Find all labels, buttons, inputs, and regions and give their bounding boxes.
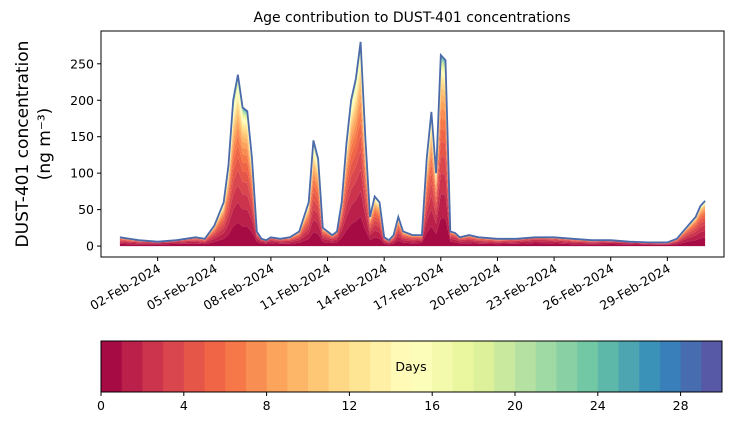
colorbar: Days 0 4 8 12 16 20 24 28 xyxy=(97,340,723,413)
colorbar-bin xyxy=(245,341,267,392)
colorbar-label: Days xyxy=(395,359,426,374)
age-bin-area xyxy=(119,191,706,245)
y-axis-label-line2: (ng m⁻³) xyxy=(35,108,55,181)
colorbar-bin xyxy=(701,341,723,392)
colorbar-bins xyxy=(101,341,723,392)
age-bin-area xyxy=(119,169,706,245)
colorbar-tick-label: 28 xyxy=(673,398,689,413)
age-bin-area xyxy=(119,43,706,243)
age-bin-area xyxy=(119,44,706,243)
age-bin-area xyxy=(119,45,706,243)
colorbar-bin xyxy=(577,341,599,392)
age-bin-area xyxy=(119,49,706,243)
age-bin-area xyxy=(119,52,706,243)
colorbar-ticks: 0 4 8 12 16 20 24 28 xyxy=(97,392,689,413)
colorbar-tick-label: 24 xyxy=(590,398,606,413)
age-bin-area xyxy=(119,121,706,244)
age-bin-area xyxy=(119,57,706,243)
age-bin-area xyxy=(119,83,706,243)
age-bin-area xyxy=(119,72,706,243)
colorbar-tick-label: 8 xyxy=(263,398,271,413)
age-bin-area xyxy=(119,135,706,244)
colorbar-bin xyxy=(639,341,661,392)
age-bin-area xyxy=(119,77,706,243)
colorbar-frame xyxy=(100,340,723,393)
age-bin-area xyxy=(119,216,706,247)
y-tick-label: 200 xyxy=(70,93,94,108)
colorbar-tick-label: 20 xyxy=(507,398,523,413)
age-bin-area xyxy=(119,91,706,243)
y-tick-label: 100 xyxy=(70,166,94,181)
age-contribution-areas xyxy=(119,41,706,247)
age-bin-area xyxy=(119,99,706,243)
colorbar-bin xyxy=(680,341,702,392)
colorbar-bin xyxy=(432,341,454,392)
colorbar-bin xyxy=(494,341,516,392)
colorbar-bin xyxy=(535,341,557,392)
colorbar-bin xyxy=(515,341,537,392)
age-bin-area xyxy=(119,41,706,243)
age-bin-area xyxy=(119,150,706,244)
colorbar-bin xyxy=(452,341,474,392)
age-bin-area xyxy=(119,109,706,243)
colorbar-bin xyxy=(473,341,495,392)
colorbar-bin xyxy=(266,341,288,392)
age-bin-area xyxy=(119,50,706,243)
y-tick-label: 50 xyxy=(78,202,94,217)
y-tick-label: 250 xyxy=(70,56,94,71)
colorbar-bin xyxy=(618,341,640,392)
colorbar-bin xyxy=(101,341,123,392)
y-tick-label: 150 xyxy=(70,129,94,144)
colorbar-tick-label: 0 xyxy=(97,398,105,413)
plot-frame xyxy=(100,30,725,258)
y-tick-label: 0 xyxy=(86,239,94,254)
y-axis-label-line1: DUST-401 concentration xyxy=(13,41,33,248)
colorbar-tick-label: 16 xyxy=(424,398,440,413)
age-bin-area xyxy=(119,42,706,243)
colorbar-bin xyxy=(349,341,371,392)
age-bin-area xyxy=(119,42,706,243)
age-bin-area xyxy=(119,45,706,243)
colorbar-bin xyxy=(328,341,350,392)
colorbar-bin xyxy=(308,341,330,392)
colorbar-bin xyxy=(411,341,433,392)
y-axis-ticks: 0 50 100 150 200 250 xyxy=(70,56,101,254)
y-axis-label: DUST-401 concentration (ng m⁻³) xyxy=(13,41,55,248)
age-bin-area xyxy=(119,54,706,243)
total-concentration-line xyxy=(119,41,706,244)
colorbar-bin xyxy=(287,341,309,392)
age-bin-area xyxy=(119,67,706,243)
colorbar-bin xyxy=(163,341,185,392)
colorbar-bin xyxy=(659,341,681,392)
chart-title: Age contribution to DUST-401 concentrati… xyxy=(254,10,571,26)
age-bin-area xyxy=(119,43,706,243)
x-axis-ticks: 02-Feb-202405-Feb-202408-Feb-202411-Feb-… xyxy=(87,257,673,313)
colorbar-bin xyxy=(183,341,205,392)
colorbar-bin xyxy=(204,341,226,392)
age-bin-area xyxy=(119,60,706,243)
age-bin-area xyxy=(119,47,706,243)
colorbar-bin xyxy=(370,341,392,392)
plot-area xyxy=(100,30,725,258)
colorbar-tick-label: 4 xyxy=(180,398,188,413)
colorbar-bin xyxy=(142,341,164,392)
colorbar-bin xyxy=(225,341,247,392)
colorbar-bin xyxy=(597,341,619,392)
age-bin-area xyxy=(119,63,706,243)
colorbar-bin xyxy=(121,341,143,392)
colorbar-bin xyxy=(556,341,578,392)
age-bin-area xyxy=(119,46,706,243)
colorbar-tick-label: 12 xyxy=(341,398,357,413)
colorbar-bin xyxy=(390,341,412,392)
